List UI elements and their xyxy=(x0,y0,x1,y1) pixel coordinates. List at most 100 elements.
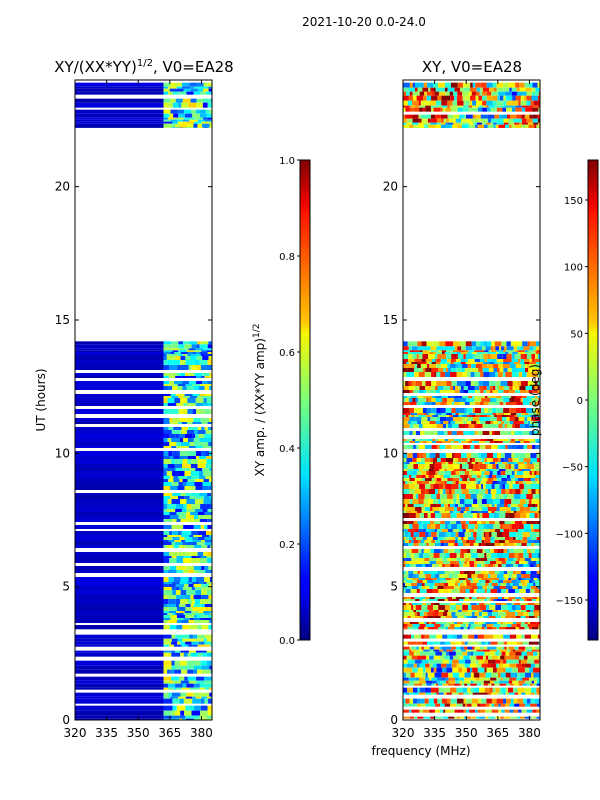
heatmap-cell xyxy=(487,663,491,668)
heatmap-cell xyxy=(445,677,449,681)
heatmap-cell xyxy=(474,408,482,413)
heatmap-cell xyxy=(519,513,527,518)
heatmap-cell xyxy=(518,458,524,462)
heatmap-cell xyxy=(191,365,197,370)
heatmap-cell xyxy=(500,124,506,128)
heatmap-cell xyxy=(506,354,512,359)
heatmap-cell xyxy=(190,552,198,556)
heatmap-cell xyxy=(491,511,495,513)
heatmap-cell xyxy=(163,493,173,496)
heatmap-cell xyxy=(513,421,518,424)
heatmap-cell xyxy=(414,612,418,616)
heatmap-cell xyxy=(490,390,493,393)
heatmap-cell xyxy=(483,634,490,639)
heatmap-cell xyxy=(415,494,419,499)
heatmap-cell xyxy=(188,365,192,370)
heatmap-cell xyxy=(200,660,207,666)
heatmap-cell xyxy=(538,398,540,402)
heatmap-cell xyxy=(172,348,180,351)
heatmap-cell xyxy=(458,413,464,415)
heatmap-cell xyxy=(429,586,434,589)
heatmap-cell xyxy=(434,513,442,518)
heatmap-cell xyxy=(468,677,472,681)
heatmap-cell xyxy=(529,341,537,347)
heatmap-cell xyxy=(470,372,475,377)
heatmap-cell xyxy=(417,667,423,673)
heatmap-cell xyxy=(174,117,179,120)
heatmap-cell xyxy=(424,627,428,630)
heatmap-cell xyxy=(514,439,519,441)
heatmap-cell xyxy=(431,408,437,413)
heatmap-cell xyxy=(202,98,212,103)
heatmap-cell xyxy=(474,445,480,449)
heatmap-cell xyxy=(436,122,442,125)
heatmap-cell xyxy=(403,667,406,673)
heatmap-cell xyxy=(452,100,458,106)
heatmap-cell xyxy=(406,663,414,668)
heatmap-cell xyxy=(163,665,172,670)
heatmap-cell xyxy=(528,478,531,481)
heatmap-cell xyxy=(419,589,427,593)
heatmap-cell xyxy=(433,655,441,660)
heatmap-cell xyxy=(460,580,464,583)
heatmap-cell xyxy=(201,604,205,607)
heatmap-cell xyxy=(504,458,509,462)
heatmap-cell xyxy=(472,413,476,415)
heatmap-cell xyxy=(521,413,525,415)
heatmap-cell xyxy=(411,605,414,610)
heatmap-cell xyxy=(536,574,540,578)
heatmap-cell xyxy=(163,398,168,403)
heatmap-cell xyxy=(447,441,452,443)
heatmap-cell xyxy=(484,549,488,553)
heatmap-cell xyxy=(197,512,205,515)
heatmap-cell xyxy=(531,471,535,475)
heatmap-cell xyxy=(184,344,192,349)
heatmap-cell xyxy=(446,95,451,101)
heatmap-cell xyxy=(528,413,534,415)
heatmap-cell xyxy=(163,509,167,512)
heatmap-cell xyxy=(474,646,481,650)
heatmap-cell xyxy=(206,556,212,558)
heatmap-cell xyxy=(465,524,469,529)
heatmap-cell xyxy=(464,583,467,586)
heatmap-cell xyxy=(508,680,513,684)
heatmap-cell xyxy=(487,415,491,417)
heatmap-cell xyxy=(407,641,411,645)
heatmap-cell xyxy=(405,469,408,471)
heatmap-cell xyxy=(421,543,427,546)
heatmap-cell xyxy=(498,413,504,415)
heatmap-cell xyxy=(440,655,445,660)
heatmap-cell xyxy=(420,82,424,88)
heatmap-cell xyxy=(488,583,492,586)
heatmap-cell xyxy=(429,663,433,668)
heatmap-cell xyxy=(521,709,527,713)
heatmap-cell xyxy=(75,381,164,384)
heatmap-cell xyxy=(418,408,423,413)
heatmap-cell xyxy=(437,489,440,494)
heatmap-cell xyxy=(410,532,414,537)
heatmap-cell xyxy=(444,543,449,546)
heatmap-cell xyxy=(418,692,426,695)
heatmap-cell xyxy=(511,445,517,449)
heatmap-cell xyxy=(403,641,408,645)
x-tick-label: 350 xyxy=(127,726,150,740)
heatmap-cell xyxy=(536,703,540,707)
heatmap-cell xyxy=(446,118,449,123)
heatmap-cell xyxy=(208,486,212,490)
heatmap-cell xyxy=(488,402,495,405)
heatmap-cell xyxy=(492,610,499,612)
heatmap-cell xyxy=(192,577,197,582)
heatmap-cell xyxy=(466,118,472,123)
heatmap-cell xyxy=(163,434,170,438)
heatmap-cell xyxy=(479,605,487,610)
heatmap-cell xyxy=(470,624,477,627)
heatmap-cell xyxy=(436,683,439,686)
heatmap-cell xyxy=(495,687,500,693)
heatmap-cell xyxy=(423,646,430,650)
heatmap-cell xyxy=(490,346,494,351)
heatmap-cell xyxy=(471,504,479,507)
heatmap-cell xyxy=(409,408,415,413)
heatmap-cell xyxy=(197,531,207,535)
heatmap-cell xyxy=(418,398,421,402)
heatmap-cell xyxy=(440,680,446,684)
